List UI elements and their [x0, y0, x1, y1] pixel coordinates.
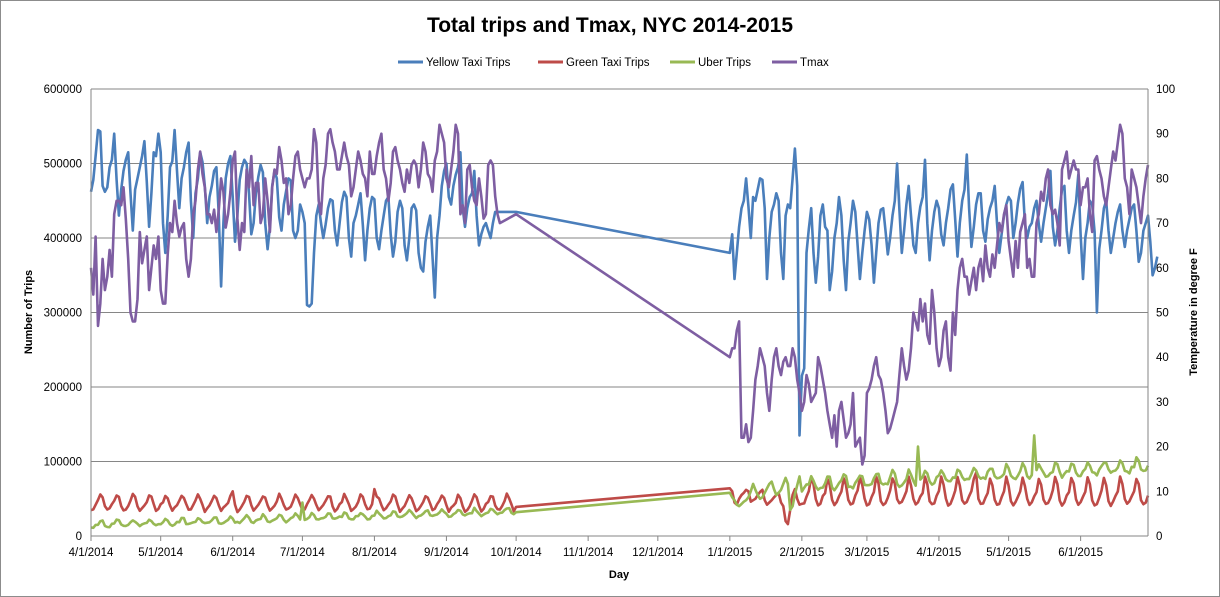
legend: Yellow Taxi Trips Green Taxi Trips Uber Tr… — [398, 57, 829, 69]
x-tick-label: 7/1/2014 — [280, 547, 325, 559]
x-tick-label: 9/1/2014 — [424, 547, 469, 559]
legend-label: Tmax — [800, 57, 829, 69]
y-axis-label: Number of Trips — [23, 270, 35, 354]
series-line-tmax — [89, 123, 1150, 466]
x-axis-label: Day — [609, 569, 630, 581]
legend-label: Uber Trips — [698, 57, 751, 69]
y-tick-label: 400000 — [44, 233, 82, 245]
gridlines — [91, 88, 1148, 462]
legend-item: Tmax — [772, 57, 829, 69]
y2-tick-label: 100 — [1156, 84, 1175, 96]
y-tick-label: 200000 — [44, 382, 82, 394]
x-tick-label: 3/1/2015 — [845, 547, 890, 559]
y2-tick-label: 70 — [1156, 218, 1169, 230]
y2-tick-label: 40 — [1156, 352, 1169, 364]
x-tick-label: 12/1/2014 — [632, 547, 684, 559]
y-tick-label: 500000 — [44, 159, 82, 171]
x-tick-label: 6/1/2014 — [210, 547, 255, 559]
y2-tick-label: 30 — [1156, 397, 1169, 409]
y-tick-label: 0 — [76, 531, 82, 543]
x-tick-label: 1/1/2015 — [707, 547, 752, 559]
series-line-uber-trips — [90, 434, 1150, 530]
x-tick-label: 11/1/2014 — [563, 547, 614, 559]
x-tick-label: 4/1/2015 — [917, 547, 962, 559]
series-lines — [89, 123, 1159, 530]
y2-tick-label: 80 — [1156, 173, 1169, 185]
y-tick-label: 300000 — [44, 308, 82, 320]
legend-label: Green Taxi Trips — [566, 57, 650, 69]
y-tick-label: 100000 — [44, 457, 82, 469]
x-tick-label: 5/1/2014 — [138, 547, 183, 559]
x-tick-label: 2/1/2015 — [779, 547, 824, 559]
legend-item: Green Taxi Trips — [538, 57, 650, 69]
y2-tick-label: 50 — [1156, 308, 1169, 320]
x-tick-label: 4/1/2014 — [69, 547, 114, 559]
series-line-yellow-taxi-trips — [89, 128, 1159, 437]
x-tick-label: 8/1/2014 — [352, 547, 397, 559]
y2-tick-label: 0 — [1156, 531, 1162, 543]
x-tick-label: 10/1/2014 — [491, 547, 543, 559]
y2-axis-label: Temperature in degree F — [1188, 248, 1200, 376]
legend-item: Yellow Taxi Trips — [398, 57, 511, 69]
y2-tick-label: 90 — [1156, 129, 1169, 141]
legend-label: Yellow Taxi Trips — [426, 57, 511, 69]
series-line-green-taxi-trips — [90, 471, 1150, 526]
y2-tick-label: 10 — [1156, 486, 1169, 498]
x-tick-label: 6/1/2015 — [1058, 547, 1103, 559]
y2-tick-label: 60 — [1156, 263, 1169, 275]
chart-title: Total trips and Tmax, NYC 2014-2015 — [427, 14, 793, 37]
legend-item: Uber Trips — [670, 57, 751, 69]
axes: 0 100000 200000 300000 400000 500000 600000 0 10… — [44, 84, 1176, 559]
y2-tick-label: 20 — [1156, 442, 1169, 454]
x-tick-label: 5/1/2015 — [986, 547, 1031, 559]
y-tick-label: 600000 — [44, 84, 82, 96]
